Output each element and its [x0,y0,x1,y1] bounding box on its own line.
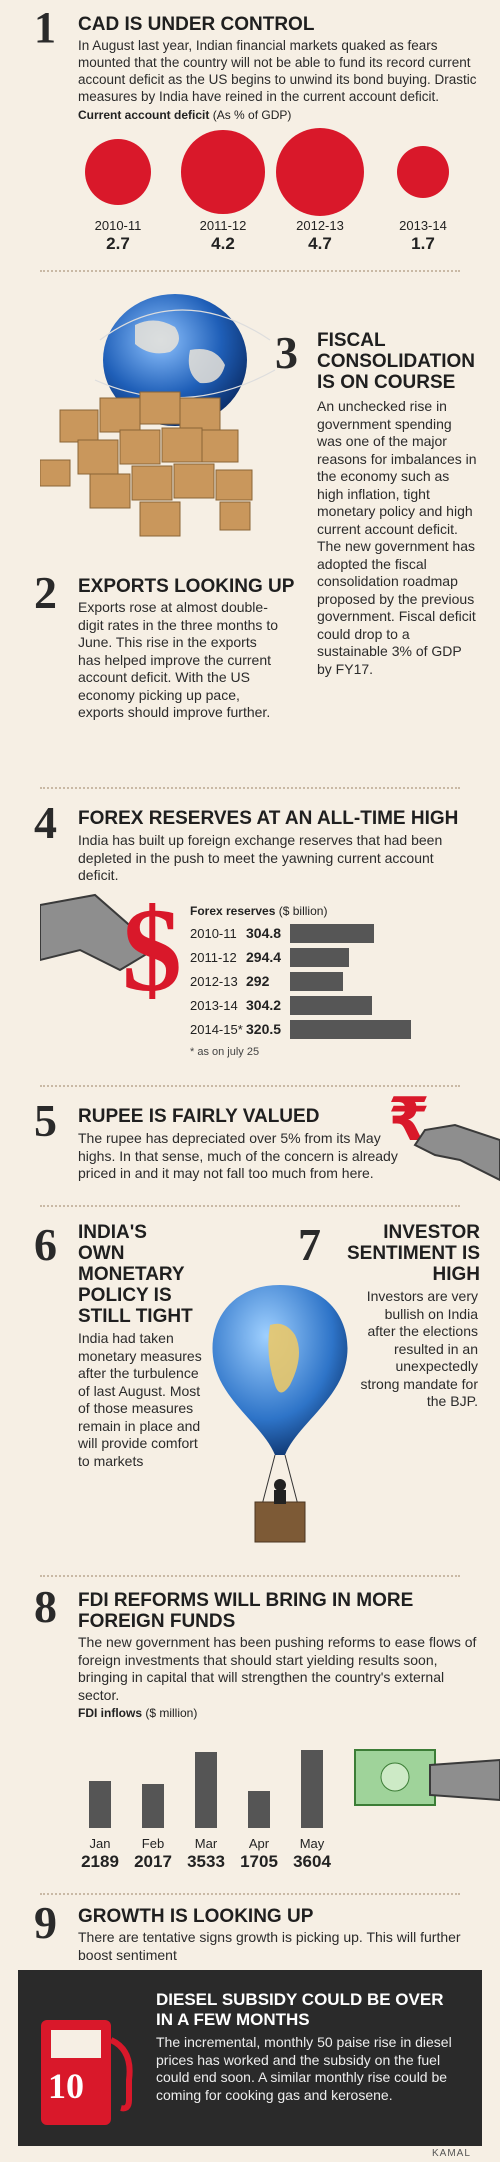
forex-year-label: 2012-13 [190,973,238,989]
section-number: 8 [34,1581,57,1632]
fdi-bar [142,1784,164,1828]
chart-caption-unit: ($ billion) [278,904,328,918]
section-number: 7 [298,1219,321,1270]
forex-year-label: 2014-15* [190,1021,243,1037]
section-body: An unchecked rise in government spending… [317,398,477,677]
forex-bar [290,923,374,943]
section-title: DIESEL SUBSIDY COULD BE OVER IN A FEW MO… [156,1990,444,2029]
fdi-month-label: Jan [89,1836,111,1851]
section-title: INVESTOR SENTIMENT IS HIGH [346,1222,480,1285]
fdi-value-label: 2017 [134,1852,172,1871]
section-body: In August last year, Indian financial ma… [78,38,477,104]
cad-year-label: 2012-13 [296,218,344,233]
forex-row: 2010-11 304.8 [190,922,374,944]
chart-caption-title: Current account deficit [78,108,210,122]
fdi-bar [248,1791,270,1828]
section-number: 4 [34,797,57,848]
chart-caption-unit: (As % of GDP) [212,108,292,122]
forex-year-label: 2010-11 [190,925,237,941]
section-body: Investors are very bullish on India afte… [360,1288,478,1409]
artist-credit: KAMAL [432,2148,471,2159]
forex-row: 2011-12 294.4 [190,946,349,968]
forex-bar [290,1019,412,1039]
section-number: 3 [275,327,298,378]
money-hand-illustration [354,1749,500,1806]
footnote: * as on july 25 [190,1046,260,1058]
cad-value-label: 4.7 [308,234,332,253]
cad-value-label: 2.7 [106,234,130,253]
section-number: 10 [48,2066,84,2106]
cad-value-label: 1.7 [411,234,435,253]
section-body: Exports rose at almost double-digit rate… [78,599,278,720]
section-body: There are tentative signs growth is pick… [78,1929,461,1963]
section-title: FDI REFORMS WILL BRING IN MORE FOREIGN F… [78,1590,414,1632]
fdi-value-label: 1705 [240,1852,278,1871]
fdi-bar [301,1750,323,1828]
forex-value-label: 304.8 [246,925,282,941]
hand-illustration [413,1123,500,1182]
section-title: CAD IS UNDER CONTROL [78,14,315,35]
forex-value-label: 292 [246,973,270,989]
forex-value-label: 294.4 [246,949,282,965]
section-title: FOREX RESERVES AT AN ALL-TIME HIGH [78,808,459,829]
section-title: FISCAL CONSOLIDATION IS ON COURSE [317,330,475,393]
chart-caption: FDI inflows ($ million) [78,1706,197,1720]
cad-bubble [276,128,364,216]
fdi-month-label: Apr [248,1836,270,1851]
cad-bubble [181,130,265,214]
cad-year-label: 2010-11 [94,218,142,233]
fdi-month-label: May [299,1836,325,1851]
cad-year-label: 2011-12 [199,218,247,233]
cad-bubble [84,138,152,206]
hand-dollar-illustration: $ [40,883,182,1015]
section-body: The rupee has depreciated over 5% from i… [78,1130,398,1181]
fdi-value-label: 3533 [187,1852,225,1871]
section-body: India had taken monetary measures after … [78,1330,202,1469]
chart-caption-title: Forex reserves [190,904,276,918]
forex-bar [290,947,349,967]
section-number: 6 [34,1219,57,1270]
globe-boxes-illustration [40,294,276,537]
fdi-bar [195,1751,217,1828]
section-number: 5 [34,1095,57,1146]
section-title: GROWTH IS LOOKING UP [78,1906,314,1927]
cad-year-label: 2013-14 [399,218,447,233]
forex-bar [290,995,373,1015]
forex-year-label: 2013-14 [190,997,238,1013]
fdi-month-label: Mar [194,1836,218,1851]
forex-row: 2014-15* 320.5 [190,1018,412,1040]
cad-value-label: 4.2 [211,234,235,253]
chart-caption: Forex reserves ($ billion) [190,904,327,918]
chart-caption-title: FDI inflows [78,1706,142,1720]
fdi-bar [89,1780,111,1828]
section-number: 2 [34,567,57,618]
balloon-illustration [212,1285,348,1543]
section-body: The new government has been pushing refo… [78,1634,477,1703]
forex-year-label: 2011-12 [190,949,237,965]
forex-bar [290,971,343,991]
forex-value-label: 304.2 [246,997,282,1013]
section-title: RUPEE IS FAIRLY VALUED [78,1106,320,1127]
diesel-panel: 10 DIESEL SUBSIDY COULD BE OVER IN A FEW… [18,1970,482,2146]
section-title: EXPORTS LOOKING UP [78,576,295,597]
fdi-value-label: 2189 [81,1852,119,1871]
forex-row: 2013-14 304.2 [190,994,373,1016]
fdi-value-label: 3604 [293,1852,331,1871]
forex-row: 2012-13 292 [190,970,343,992]
chart-caption-unit: ($ million) [145,1706,198,1720]
section-body: India has built up foreign exchange rese… [78,832,443,883]
section-body: The incremental, monthly 50 paise rise i… [156,2034,452,2103]
svg-text:$: $ [122,883,182,1015]
forex-value-label: 320.5 [246,1021,282,1037]
section-title: INDIA'S OWN MONETARY POLICY IS STILL TIG… [78,1222,193,1327]
chart-caption: Current account deficit (As % of GDP) [78,108,291,122]
fdi-month-label: Feb [141,1836,165,1851]
cad-bubble [396,145,450,199]
section-number: 9 [34,1897,57,1948]
fuel-pump-icon [41,2020,133,2125]
section-number: 1 [34,3,56,52]
